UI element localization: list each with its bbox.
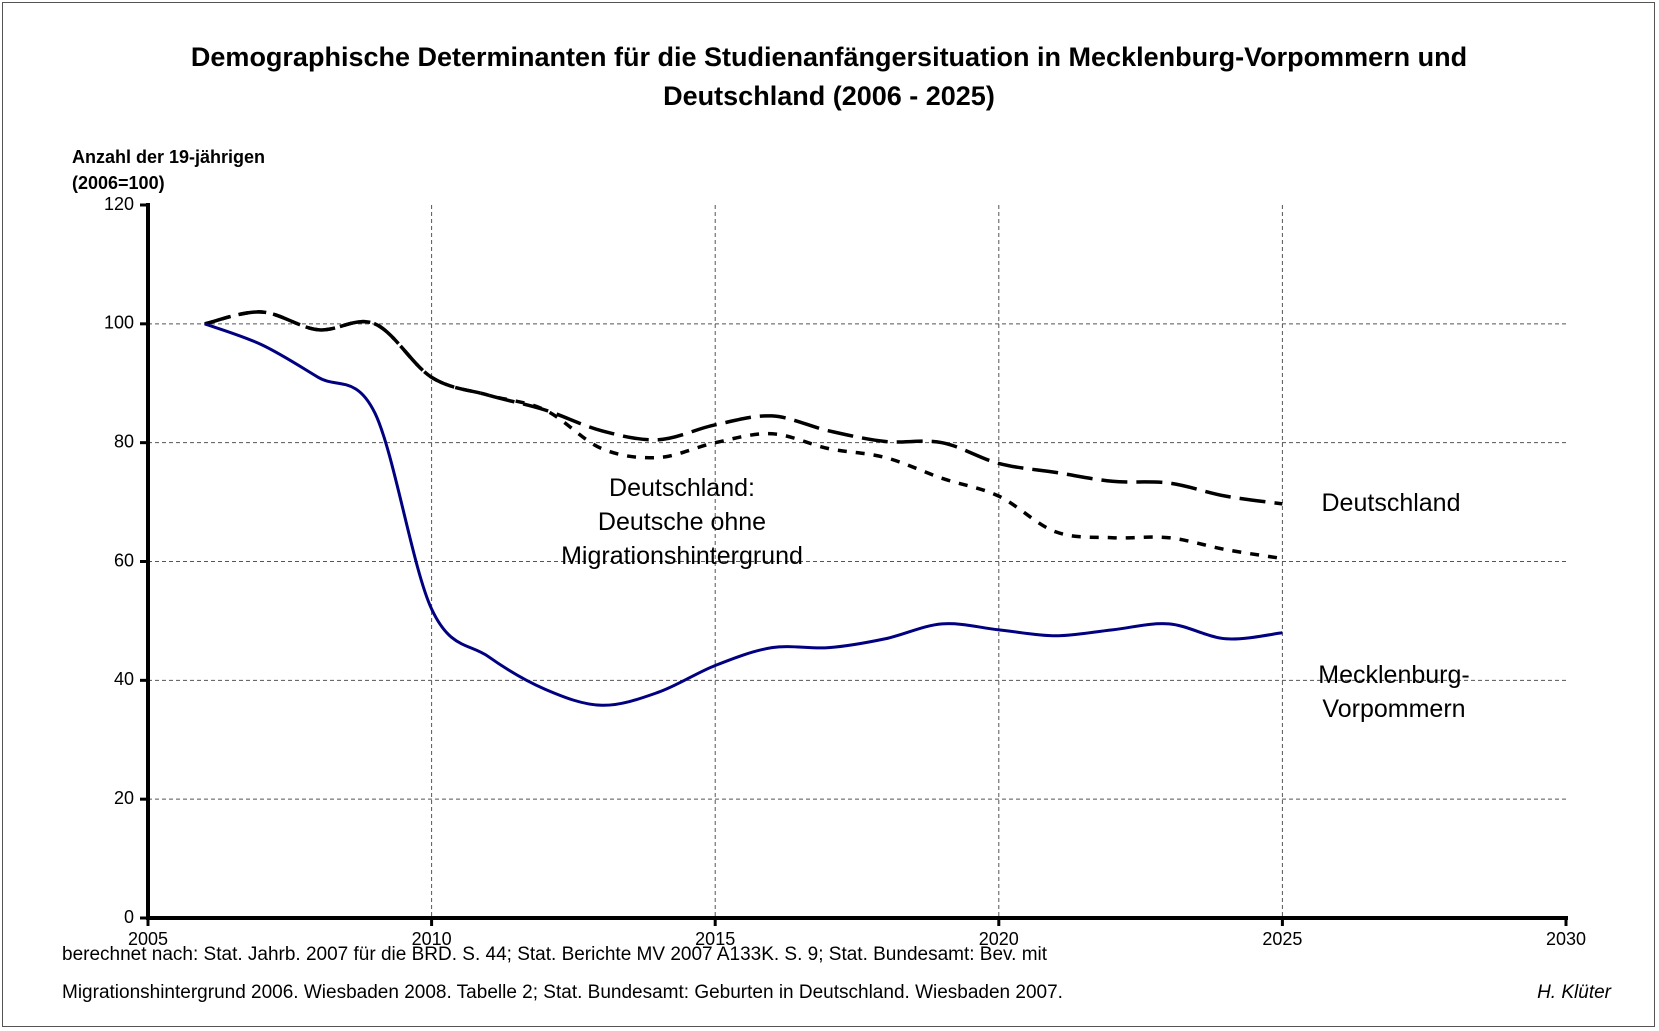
y-tick-label: 80 — [114, 431, 134, 451]
line-series — [204, 310, 1283, 561]
x-tick-label: 2010 — [412, 929, 452, 949]
y-axis-label: Anzahl der 19-jährigen (2006=100) — [72, 147, 266, 193]
source-note: Migrationshintergrund 2006. Wiesbaden 20… — [62, 982, 1063, 1003]
source-note: berechnet nach: Stat. Jahrb. 2007 für di… — [62, 944, 1048, 965]
y-tick-label: 120 — [104, 194, 134, 214]
y-tick-label: 100 — [104, 313, 134, 333]
chart-title: Demographische Determinanten für die Stu… — [190, 42, 1468, 111]
x-tick-label: 2020 — [979, 929, 1019, 949]
author: H. Klüter — [1537, 982, 1611, 1003]
y-tick-label: 40 — [114, 669, 134, 689]
line-series — [204, 310, 1283, 506]
x-tick-label: 2030 — [1546, 929, 1586, 949]
y-tick-label: 0 — [124, 907, 134, 927]
line-series — [204, 322, 1283, 707]
series-label: Deutschland: Deutsche ohne Migrationshin… — [561, 474, 803, 570]
x-tick-label: 2005 — [128, 929, 168, 949]
y-tick-label: 60 — [114, 550, 134, 570]
x-tick-label: 2015 — [695, 929, 735, 949]
y-tick-label: 20 — [114, 788, 134, 808]
series-label: Mecklenburg-Vorpommern — [1318, 661, 1470, 723]
series-label: Deutschland — [1321, 489, 1461, 517]
x-tick-label: 2025 — [1262, 929, 1302, 949]
